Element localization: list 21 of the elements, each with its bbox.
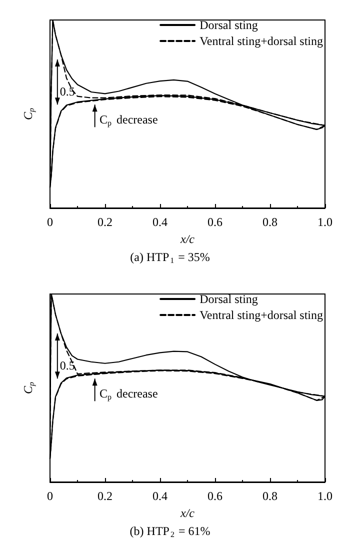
x-tick-label: 0	[47, 489, 53, 503]
x-tick-label: 0.6	[208, 489, 222, 503]
x-tick-label: 0.2	[98, 215, 112, 229]
x-tick-label: 1.0	[318, 489, 332, 503]
y-axis-title: Cp	[21, 382, 36, 394]
annotation: 0.5	[60, 84, 75, 98]
legend-label: Ventral sting+dorsal sting	[200, 308, 323, 322]
x-tick-label: 0	[47, 215, 53, 229]
legend-label: Ventral sting+dorsal sting	[200, 34, 323, 48]
legend-label: Dorsal sting	[200, 292, 258, 306]
x-axis-title: x/c	[180, 232, 196, 246]
legend-label: Dorsal sting	[200, 18, 258, 32]
y-axis-title: Cp	[21, 108, 36, 120]
x-tick-label: 0.8	[262, 215, 278, 229]
x-tick-label: 0.2	[98, 489, 112, 503]
x-tick-label: 0.6	[208, 215, 222, 229]
x-tick-label: 0.4	[152, 215, 168, 229]
x-tick-label: 0.4	[152, 489, 168, 503]
x-tick-label: 1.0	[318, 215, 332, 229]
x-tick-label: 0.8	[262, 489, 278, 503]
x-axis-title: x/c	[180, 506, 196, 520]
